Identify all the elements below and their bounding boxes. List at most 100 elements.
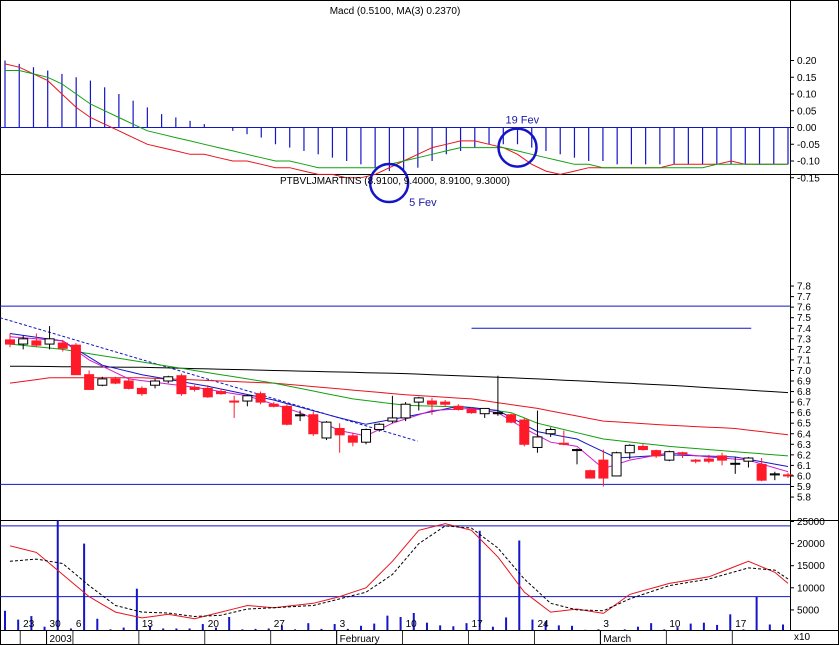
volume-bar <box>69 628 72 630</box>
candle-up <box>743 457 754 462</box>
trendline <box>0 317 418 442</box>
candle-down <box>202 387 213 398</box>
y-tick-label: 25000 <box>797 517 825 528</box>
candle-down <box>558 442 569 445</box>
volume-bar <box>109 629 112 630</box>
volume-bar <box>399 616 402 630</box>
candle-up <box>572 449 583 452</box>
y-tick-label: 6.6 <box>797 408 811 419</box>
candle-down <box>783 474 793 477</box>
candle-down <box>347 435 358 443</box>
y-tick-label: 0.00 <box>797 123 817 134</box>
volume-bar <box>149 625 152 630</box>
crossover-label: 19 Fev <box>506 115 540 127</box>
crossover-label: 5 Fev <box>409 197 437 209</box>
volume-bar <box>188 628 191 630</box>
x-tick-label: 10 <box>406 619 418 630</box>
candle-up <box>242 395 253 402</box>
y-tick-label: -0.15 <box>797 173 820 184</box>
x-tick-label: 3 <box>603 619 609 630</box>
volume-bar <box>214 627 217 630</box>
candle-down <box>84 374 95 390</box>
price-panel <box>0 305 793 487</box>
volume-panel <box>0 520 790 630</box>
volume-bar <box>30 616 33 630</box>
y-tick-label: 0.05 <box>797 106 817 117</box>
price-title: PTBVLJMARTINS (8.9100, 9.4000, 8.9100, 9… <box>280 176 510 187</box>
y-tick-label: 7.0 <box>797 366 811 377</box>
axis-layer: 0.200.150.100.050.00-0.05-0.10-0.157.87.… <box>19 56 825 645</box>
x-tick-label: 20 <box>208 619 220 630</box>
volume-bar <box>689 623 692 630</box>
candle-up <box>492 412 503 415</box>
candle-up <box>150 380 161 386</box>
candle-up <box>321 421 332 439</box>
y-tick-label: 10000 <box>797 583 825 594</box>
volume-bar <box>755 596 758 630</box>
volume-unit-label: x10 <box>794 632 811 643</box>
y-tick-label: 20000 <box>797 539 825 550</box>
volume-bar <box>676 627 679 630</box>
volume-bar <box>201 624 204 630</box>
candle-down <box>440 401 451 405</box>
volume-bar <box>742 629 745 630</box>
x-tick-label: 3 <box>340 619 346 630</box>
volume-bar <box>782 624 784 630</box>
y-tick-label: 7.1 <box>797 355 811 366</box>
volume-bar <box>636 626 639 630</box>
candle-up <box>374 423 385 431</box>
ma-green <box>9 343 789 457</box>
volume-bar <box>175 628 178 630</box>
x-tick-label: 24 <box>537 619 549 630</box>
volume-bar <box>320 628 323 630</box>
volume-bar <box>425 622 428 630</box>
y-tick-label: -0.10 <box>797 157 820 168</box>
y-tick-label: 7.3 <box>797 334 811 345</box>
candle-up <box>545 429 556 435</box>
candle-up <box>532 436 543 448</box>
y-tick-label: 0.10 <box>797 90 817 101</box>
volume-bar <box>452 626 455 630</box>
volume-bar <box>716 624 719 630</box>
volume-bar <box>307 623 310 630</box>
candle-down <box>637 445 648 451</box>
volume-bar <box>83 543 86 630</box>
candle-down <box>651 450 662 457</box>
y-tick-label: 6.0 <box>797 471 811 482</box>
volume-bar <box>729 614 732 630</box>
volume-bar <box>557 625 560 630</box>
volume-bar <box>386 615 389 630</box>
candle-down <box>519 419 530 445</box>
volume-bar <box>465 623 468 630</box>
candle-down <box>703 458 714 462</box>
volume-bar <box>56 520 59 630</box>
candle-down <box>506 414 517 423</box>
y-tick-label: 5.8 <box>797 493 811 504</box>
macd-panel: 5 Fev 19 Fev <box>0 60 790 209</box>
candle-down <box>308 414 319 435</box>
macd-title: Macd (0.5100, MA(3) 0.2370) <box>330 6 461 17</box>
candle-up <box>413 397 424 403</box>
volume-bar <box>360 625 363 630</box>
volume-bar <box>294 629 297 630</box>
x-tick-label: 23 <box>23 619 35 630</box>
y-tick-label: 6.9 <box>797 377 811 388</box>
candle-up <box>730 462 741 465</box>
candle-down <box>229 400 240 403</box>
candle-up <box>387 417 398 422</box>
volume-bar <box>280 625 283 630</box>
volume-bar <box>228 616 231 630</box>
y-tick-label: 6.4 <box>797 429 811 440</box>
volume-bar <box>267 628 270 630</box>
candle-up <box>624 444 635 454</box>
volume-bar <box>17 619 20 630</box>
y-tick-label: 7.4 <box>797 324 811 335</box>
y-tick-label: 0.20 <box>797 56 817 67</box>
candle-down <box>255 393 266 403</box>
candle-down <box>466 408 477 414</box>
volume-bar <box>597 629 600 630</box>
candle-down <box>268 403 279 407</box>
y-tick-label: 7.8 <box>797 282 811 293</box>
candle-down <box>123 380 134 389</box>
